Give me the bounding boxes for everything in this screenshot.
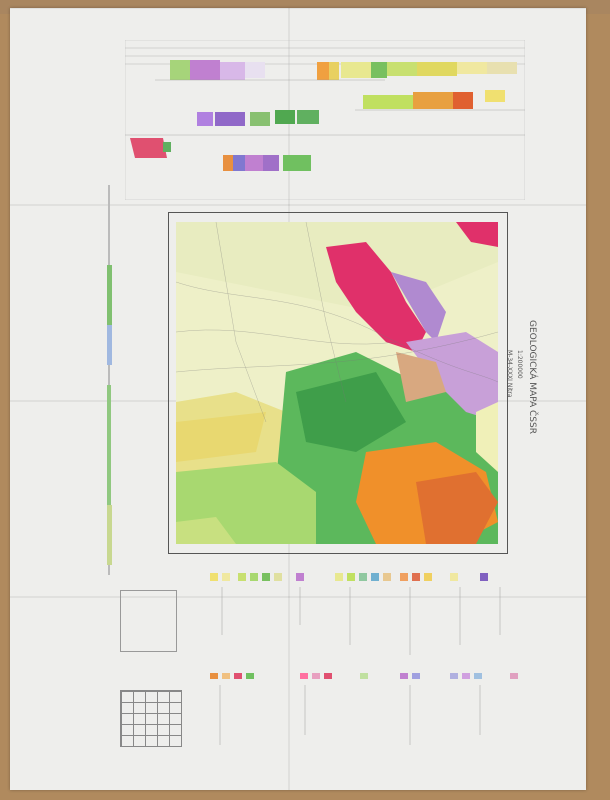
sheet-index-grid	[120, 690, 182, 747]
map-title: GEOLOGICKÁ MAPA ČSSR	[527, 320, 537, 434]
title-block: GEOLOGICKÁ MAPA ČSSR 1:200000 M-34-XXXI …	[505, 320, 585, 550]
location-inset-map	[120, 590, 177, 652]
map-scale: 1:200000	[516, 350, 523, 379]
map-sheet-id: M-34-XXXI Nitra	[506, 350, 513, 398]
fold-line	[10, 596, 586, 598]
geological-map[interactable]	[176, 222, 498, 544]
fold-line	[10, 8, 586, 9]
geological-cross-section	[107, 185, 112, 575]
map-legend	[210, 573, 518, 745]
fold-line	[10, 204, 586, 206]
map-frame	[168, 212, 508, 554]
stratigraphic-chart	[125, 40, 525, 200]
